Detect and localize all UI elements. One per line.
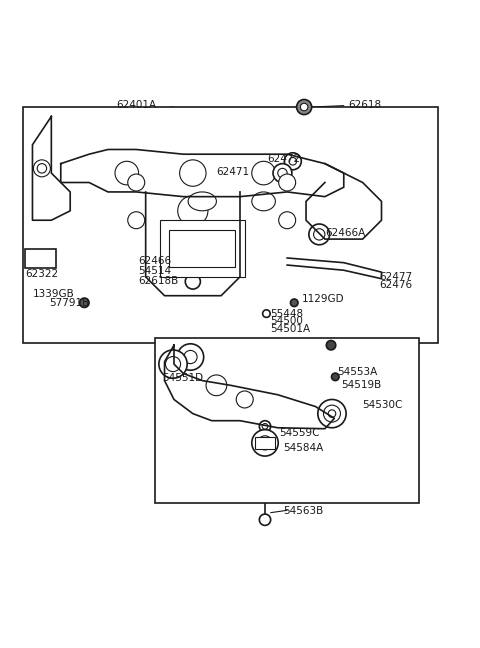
- Circle shape: [178, 196, 208, 226]
- Circle shape: [324, 405, 340, 422]
- Text: 62471: 62471: [216, 167, 249, 177]
- Text: 62477: 62477: [379, 272, 412, 282]
- Text: 1339GB: 1339GB: [33, 289, 74, 299]
- Circle shape: [297, 100, 312, 115]
- Text: 62618B: 62618B: [139, 275, 179, 286]
- Circle shape: [236, 391, 253, 408]
- Circle shape: [177, 344, 204, 370]
- Circle shape: [184, 351, 197, 364]
- Circle shape: [262, 424, 268, 429]
- Text: 62472: 62472: [267, 154, 300, 164]
- Text: 62466: 62466: [139, 256, 172, 266]
- Circle shape: [34, 160, 50, 177]
- Bar: [155, 338, 419, 503]
- Circle shape: [309, 224, 330, 245]
- Circle shape: [185, 274, 200, 289]
- Circle shape: [128, 174, 145, 191]
- Circle shape: [273, 164, 292, 183]
- Circle shape: [289, 157, 297, 165]
- Ellipse shape: [252, 192, 276, 211]
- Circle shape: [183, 251, 202, 270]
- Circle shape: [332, 373, 339, 380]
- Circle shape: [258, 436, 272, 450]
- Circle shape: [252, 161, 276, 185]
- Text: 54563B: 54563B: [283, 506, 324, 516]
- Circle shape: [189, 268, 197, 275]
- Circle shape: [278, 168, 287, 178]
- Circle shape: [326, 340, 336, 350]
- Bar: [160, 220, 245, 277]
- Circle shape: [128, 212, 145, 229]
- Text: 54553A: 54553A: [336, 367, 377, 377]
- Text: 54500: 54500: [271, 316, 303, 326]
- Text: 54551D: 54551D: [163, 373, 204, 383]
- Circle shape: [80, 298, 89, 308]
- Circle shape: [290, 299, 298, 307]
- Circle shape: [180, 160, 206, 186]
- Circle shape: [263, 310, 270, 318]
- Circle shape: [313, 229, 325, 240]
- Text: 62618: 62618: [348, 100, 382, 110]
- Circle shape: [185, 264, 200, 279]
- Circle shape: [37, 164, 47, 173]
- Text: 54519B: 54519B: [341, 380, 382, 390]
- Bar: [25, 249, 56, 268]
- Text: 54514: 54514: [139, 266, 172, 275]
- Text: 1129GD: 1129GD: [302, 294, 345, 305]
- Bar: [169, 229, 235, 268]
- Text: 57791B: 57791B: [49, 298, 89, 308]
- Circle shape: [166, 356, 180, 372]
- Text: 62401A: 62401A: [116, 100, 156, 110]
- Polygon shape: [165, 345, 335, 429]
- Circle shape: [206, 375, 227, 396]
- Circle shape: [284, 153, 301, 170]
- Circle shape: [115, 161, 139, 185]
- Bar: [23, 107, 438, 343]
- Text: 62466A: 62466A: [325, 229, 365, 238]
- Circle shape: [300, 103, 308, 111]
- Circle shape: [252, 430, 278, 456]
- Circle shape: [188, 255, 198, 265]
- Text: 54559C: 54559C: [279, 428, 320, 439]
- Circle shape: [328, 410, 336, 417]
- Circle shape: [259, 421, 271, 432]
- Text: 62322: 62322: [25, 269, 59, 279]
- Bar: [255, 437, 275, 449]
- Circle shape: [259, 514, 271, 526]
- Text: 54530C: 54530C: [362, 400, 403, 410]
- Text: 54584A: 54584A: [283, 443, 324, 453]
- Text: 54501A: 54501A: [271, 324, 311, 334]
- Ellipse shape: [188, 192, 216, 211]
- Circle shape: [279, 212, 296, 229]
- Text: 62476: 62476: [379, 281, 412, 290]
- Circle shape: [318, 399, 346, 428]
- Text: 55448: 55448: [271, 308, 304, 319]
- Circle shape: [159, 350, 187, 378]
- Circle shape: [279, 174, 296, 191]
